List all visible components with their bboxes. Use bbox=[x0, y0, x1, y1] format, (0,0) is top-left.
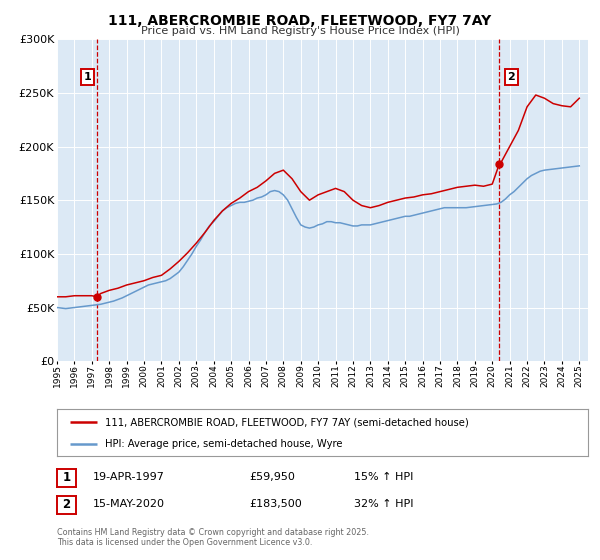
Text: 2016: 2016 bbox=[418, 364, 427, 387]
Text: 1: 1 bbox=[83, 72, 91, 82]
Text: 1997: 1997 bbox=[88, 364, 97, 387]
Text: Contains HM Land Registry data © Crown copyright and database right 2025.
This d: Contains HM Land Registry data © Crown c… bbox=[57, 528, 369, 547]
Text: 111, ABERCROMBIE ROAD, FLEETWOOD, FY7 7AY (semi-detached house): 111, ABERCROMBIE ROAD, FLEETWOOD, FY7 7A… bbox=[105, 417, 469, 427]
Text: 2008: 2008 bbox=[279, 364, 288, 387]
Text: 2000: 2000 bbox=[140, 364, 149, 387]
Text: 2: 2 bbox=[62, 498, 71, 511]
Text: £183,500: £183,500 bbox=[249, 499, 302, 509]
Text: 1996: 1996 bbox=[70, 364, 79, 387]
Text: 2025: 2025 bbox=[575, 364, 584, 387]
Text: 32% ↑ HPI: 32% ↑ HPI bbox=[354, 499, 413, 509]
Text: 2022: 2022 bbox=[523, 364, 532, 386]
Text: 2010: 2010 bbox=[314, 364, 323, 387]
Text: 2013: 2013 bbox=[366, 364, 375, 387]
Text: 1995: 1995 bbox=[53, 364, 62, 387]
Text: 2011: 2011 bbox=[331, 364, 340, 387]
Text: 15% ↑ HPI: 15% ↑ HPI bbox=[354, 472, 413, 482]
Text: HPI: Average price, semi-detached house, Wyre: HPI: Average price, semi-detached house,… bbox=[105, 438, 342, 449]
Text: 2020: 2020 bbox=[488, 364, 497, 387]
Text: 2017: 2017 bbox=[436, 364, 445, 387]
Text: 2018: 2018 bbox=[453, 364, 462, 387]
Text: 2: 2 bbox=[508, 72, 515, 82]
Text: 2007: 2007 bbox=[262, 364, 271, 387]
Text: Price paid vs. HM Land Registry's House Price Index (HPI): Price paid vs. HM Land Registry's House … bbox=[140, 26, 460, 36]
Text: £59,950: £59,950 bbox=[249, 472, 295, 482]
Text: 2014: 2014 bbox=[383, 364, 392, 387]
Text: 111, ABERCROMBIE ROAD, FLEETWOOD, FY7 7AY: 111, ABERCROMBIE ROAD, FLEETWOOD, FY7 7A… bbox=[109, 14, 491, 28]
Text: 1999: 1999 bbox=[122, 364, 131, 387]
Text: 2024: 2024 bbox=[557, 364, 566, 386]
Text: 2002: 2002 bbox=[175, 364, 184, 387]
Text: 2015: 2015 bbox=[401, 364, 410, 387]
Text: 2023: 2023 bbox=[540, 364, 549, 387]
Text: 2001: 2001 bbox=[157, 364, 166, 387]
Text: 15-MAY-2020: 15-MAY-2020 bbox=[93, 499, 165, 509]
Text: 2004: 2004 bbox=[209, 364, 218, 387]
Text: 19-APR-1997: 19-APR-1997 bbox=[93, 472, 165, 482]
Text: 2003: 2003 bbox=[192, 364, 201, 387]
Text: 1: 1 bbox=[62, 472, 71, 484]
Text: 2006: 2006 bbox=[244, 364, 253, 387]
Text: 2021: 2021 bbox=[505, 364, 514, 387]
Text: 2009: 2009 bbox=[296, 364, 305, 387]
Text: 2019: 2019 bbox=[470, 364, 479, 387]
Text: 1998: 1998 bbox=[105, 364, 114, 387]
Text: 2012: 2012 bbox=[349, 364, 358, 387]
Text: 2005: 2005 bbox=[227, 364, 236, 387]
